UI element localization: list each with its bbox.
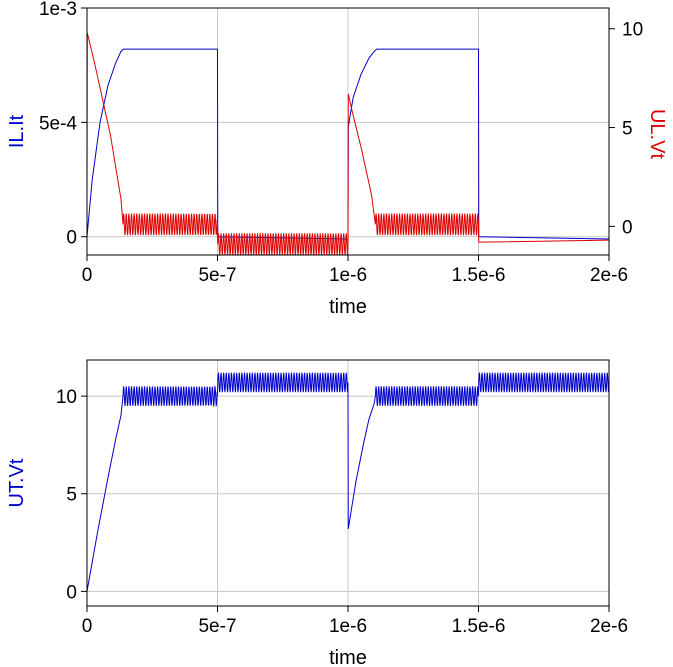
x-tick-label: 2e-6: [590, 616, 628, 637]
bottom-x-axis-label: time: [329, 647, 367, 667]
top-right-axis-label: UL.Vt: [646, 109, 668, 159]
left-tick-label: 1e-3: [39, 0, 77, 20]
x-tick-label: 0: [82, 265, 93, 286]
bottom-series: [86, 372, 610, 592]
x-tick-label: 2e-6: [590, 265, 628, 286]
left-tick-label: 0: [66, 582, 77, 603]
left-tick-label: 5: [66, 485, 77, 506]
top-ticks: 0 5e-7 1e-6 1.5e-6 2e-6 0 5e-4 1e-3 0 5 10: [39, 0, 643, 286]
x-tick-label: 0: [82, 616, 93, 637]
right-tick-label: 5: [622, 119, 633, 140]
left-tick-label: 5e-4: [39, 113, 77, 134]
left-tick-label: 10: [56, 387, 77, 408]
bottom-left-axis-label: UT.Vt: [6, 458, 28, 507]
x-tick-label: 1e-6: [329, 616, 367, 637]
series-line-ul-vt: [86, 32, 610, 256]
bottom-ticks: 0 5e-7 1e-6 1.5e-6 2e-6 0 5 10: [56, 387, 628, 637]
right-tick-label: 0: [622, 217, 633, 238]
top-left-axis-label: IL.It: [6, 114, 28, 148]
top-x-axis-label: time: [329, 296, 367, 318]
right-tick-label: 10: [622, 20, 643, 41]
x-tick-label: 5e-7: [198, 616, 236, 637]
left-tick-label: 0: [66, 228, 77, 249]
bottom-chart: 0 5e-7 1e-6 1.5e-6 2e-6 0 5 10 time UT.Vt: [6, 359, 628, 667]
top-series: [86, 32, 610, 256]
x-tick-label: 1e-6: [329, 265, 367, 286]
x-tick-label: 1.5e-6: [452, 265, 506, 286]
x-tick-label: 5e-7: [198, 265, 236, 286]
top-chart: 0 5e-7 1e-6 1.5e-6 2e-6 0 5e-4 1e-3 0 5 10 time IL…: [6, 0, 668, 318]
x-tick-label: 1.5e-6: [452, 616, 506, 637]
series-line-ut-vt: [86, 372, 610, 592]
